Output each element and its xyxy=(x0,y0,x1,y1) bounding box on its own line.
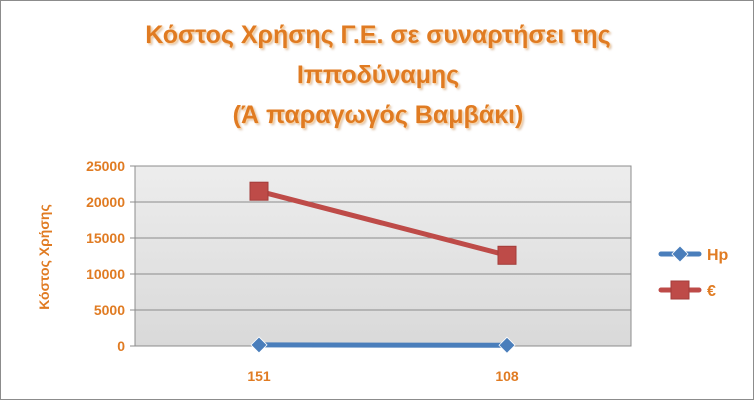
legend-marker-2 xyxy=(671,281,689,299)
y-tick-label: 0 xyxy=(117,338,125,354)
x-tick-label: 108 xyxy=(495,368,519,384)
x-tick-label: 151 xyxy=(247,368,271,384)
legend-label-2: € xyxy=(707,283,716,300)
y-tick-label: 5000 xyxy=(94,302,125,318)
y-tick-label: 25000 xyxy=(86,158,125,174)
data-point-series-2 xyxy=(498,246,516,264)
y-tick-label: 10000 xyxy=(86,266,125,282)
plot-area xyxy=(135,166,631,346)
legend-marker-1 xyxy=(672,246,688,262)
legend-label-1: Hp xyxy=(707,247,729,264)
y-axis-label: Κόστος Χρήσης xyxy=(36,204,52,309)
data-point-series-2 xyxy=(250,182,268,200)
y-tick-label: 20000 xyxy=(86,194,125,210)
y-tick-label: 15000 xyxy=(86,230,125,246)
